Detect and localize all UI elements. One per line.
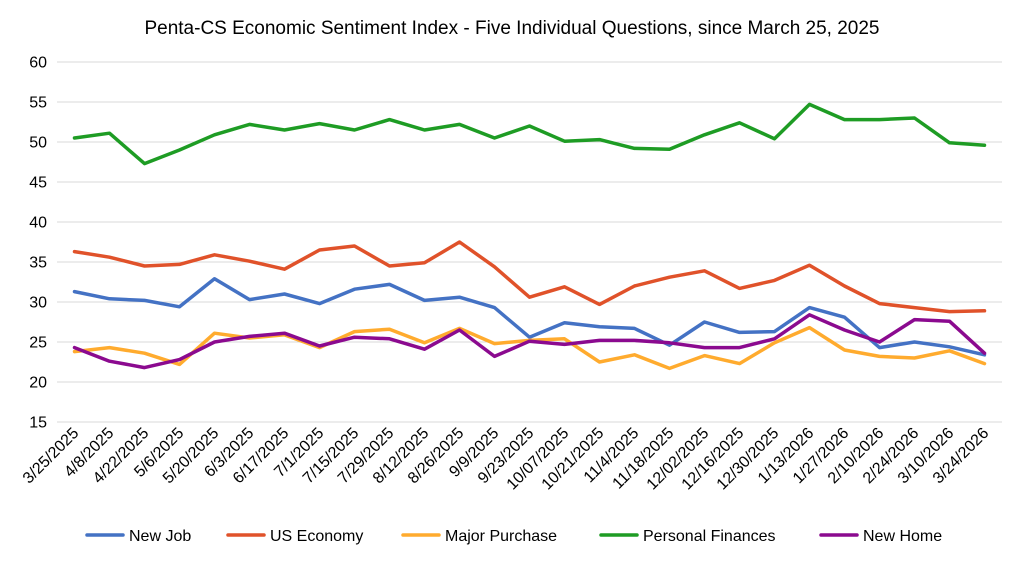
y-tick-label: 40 bbox=[29, 215, 47, 232]
series-line-new-job bbox=[72, 277, 987, 357]
y-tick-label: 30 bbox=[29, 295, 47, 312]
x-axis-ticks: 3/25/20254/8/20254/22/20255/6/20255/20/2… bbox=[20, 425, 992, 494]
series-line-major-purchase bbox=[72, 325, 987, 371]
legend-label-new-job: New Job bbox=[129, 528, 191, 545]
y-axis-ticks: 15 20 25 30 35 40 45 50 55 60 bbox=[29, 55, 47, 432]
gridlines bbox=[57, 61, 1002, 423]
legend-label-new-home: New Home bbox=[863, 528, 942, 545]
chart-title: Penta-CS Economic Sentiment Index - Five… bbox=[144, 18, 879, 39]
y-tick-label: 20 bbox=[29, 375, 47, 392]
y-tick-label: 50 bbox=[29, 135, 47, 152]
y-tick-label: 55 bbox=[29, 95, 47, 112]
series-line-personal-finances bbox=[72, 102, 987, 166]
series-line-us-economy bbox=[72, 240, 987, 314]
series-line-new-home bbox=[72, 313, 987, 370]
y-tick-label: 25 bbox=[29, 335, 47, 352]
y-tick-label: 60 bbox=[29, 55, 47, 72]
y-tick-label: 45 bbox=[29, 175, 47, 192]
legend: New Job US Economy Major Purchase Personal … bbox=[85, 528, 942, 545]
y-tick-label: 35 bbox=[29, 255, 47, 272]
legend-label-major-purchase: Major Purchase bbox=[445, 528, 557, 545]
series-lines bbox=[72, 102, 987, 371]
legend-label-us-economy: US Economy bbox=[270, 528, 363, 545]
y-tick-label: 15 bbox=[29, 415, 47, 432]
legend-label-personal-finances: Personal Finances bbox=[643, 528, 776, 545]
